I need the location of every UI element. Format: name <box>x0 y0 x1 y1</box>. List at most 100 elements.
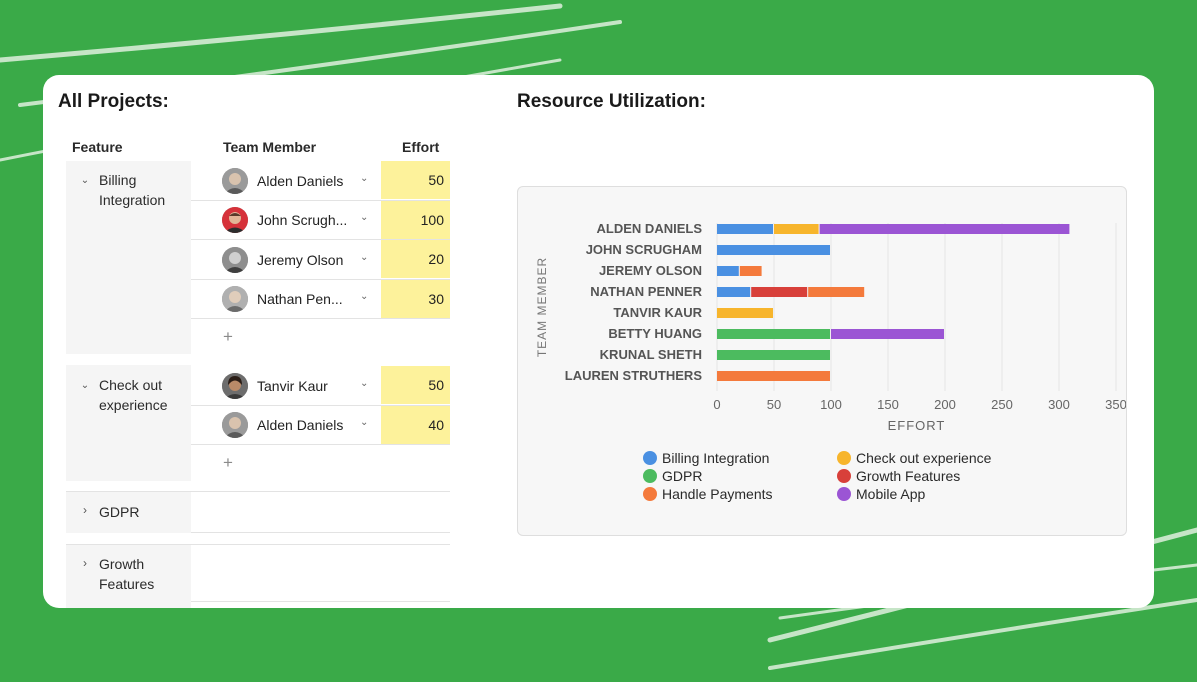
bar-segment <box>717 266 739 276</box>
team-member-select[interactable]: John Scrugh... ⌄ <box>222 207 372 233</box>
legend-dot <box>837 487 851 501</box>
chevron-down-icon: ⌄ <box>360 173 369 184</box>
legend-label: GDPR <box>662 468 702 484</box>
row-divider <box>191 444 450 445</box>
resource-utilization-chart: 0 50 100 150 200 250 300 350 EFFORT TEAM MEMBER AL… <box>517 186 1127 536</box>
x-tick-label: 50 <box>767 397 781 412</box>
legend-dot <box>837 451 851 465</box>
feature-billing-integration[interactable]: Billing Integration <box>99 172 166 208</box>
y-tick-label: BETTY HUANG <box>608 326 702 341</box>
bar-segment <box>717 287 751 297</box>
bar-segment <box>717 245 830 255</box>
x-axis-label: EFFORT <box>888 418 946 433</box>
team-member-select[interactable]: Alden Daniels ⌄ <box>222 168 372 194</box>
row-divider <box>191 239 450 240</box>
dashboard-card: All Projects: Feature Team Member Effort… <box>43 75 1154 608</box>
group-growth-feature-cell <box>66 545 191 608</box>
projects-title: All Projects: <box>58 91 169 112</box>
avatar-alden <box>222 412 248 438</box>
chevron-down-icon: ⌄ <box>360 378 369 389</box>
bar-segment <box>751 287 808 297</box>
team-member-name: Alden Daniels <box>257 173 344 189</box>
effort-cell[interactable]: 20 <box>381 240 450 278</box>
team-member-select[interactable]: Alden Daniels ⌄ <box>222 412 372 438</box>
y-tick-label: LAUREN STRUTHERS <box>565 368 703 383</box>
effort-cell[interactable]: 40 <box>381 406 450 444</box>
effort-cell[interactable]: 50 <box>381 161 450 199</box>
add-member-button[interactable]: + <box>223 327 233 346</box>
bar-segment <box>819 224 1070 234</box>
y-tick-label: ALDEN DANIELS <box>597 221 703 236</box>
collapse-chevron-icon[interactable]: ⌄ <box>80 175 90 186</box>
y-tick-label: JOHN SCRUGHAM <box>586 242 702 257</box>
x-tick-label: 100 <box>820 397 842 412</box>
team-member-select[interactable]: Jeremy Olson ⌄ <box>222 247 372 273</box>
column-header-feature: Feature <box>72 139 123 155</box>
team-member-name: Jeremy Olson <box>257 252 344 268</box>
add-member-button[interactable]: + <box>223 453 233 472</box>
expand-chevron-icon[interactable]: › <box>83 503 87 517</box>
row-divider <box>191 200 450 201</box>
group-divider <box>66 544 450 545</box>
team-member-name: John Scrugh... <box>257 212 348 228</box>
collapse-chevron-icon[interactable]: ⌄ <box>80 380 90 391</box>
effort-cell[interactable]: 50 <box>381 366 450 404</box>
chevron-down-icon: ⌄ <box>360 291 369 302</box>
y-tick-label: NATHAN PENNER <box>590 284 702 299</box>
y-tick-label: TANVIR KAUR <box>613 305 702 320</box>
team-member-select[interactable]: Nathan Pen... ⌄ <box>222 286 372 312</box>
group-divider <box>66 491 450 492</box>
team-member-name: Tanvir Kaur <box>257 378 328 394</box>
team-member-name: Alden Daniels <box>257 417 344 433</box>
row-divider <box>191 318 450 319</box>
group-gdpr-feature-cell <box>66 492 191 533</box>
team-member-name: Nathan Pen... <box>257 291 343 307</box>
group-billing-feature-cell <box>66 161 191 354</box>
bar-segment <box>774 224 819 234</box>
avatar-jeremy <box>222 247 248 273</box>
legend-label: Check out experience <box>856 450 992 466</box>
legend-dot <box>643 469 657 483</box>
chevron-down-icon: ⌄ <box>360 212 369 223</box>
legend-dot <box>643 451 657 465</box>
feature-check-out-experience[interactable]: Check out experience <box>99 377 168 413</box>
chart-title: Resource Utilization: <box>517 91 706 112</box>
bar-segment <box>808 287 865 297</box>
legend-label: Billing Integration <box>662 450 769 466</box>
x-tick-label: 350 <box>1105 397 1126 412</box>
row-divider <box>191 601 450 602</box>
avatar-tanvir <box>222 373 248 399</box>
bar-segment <box>717 224 773 234</box>
bar-segment <box>717 371 830 381</box>
row-divider <box>191 279 450 280</box>
feature-growth-features[interactable]: Growth Features <box>99 556 155 592</box>
y-axis-label: TEAM MEMBER <box>535 257 549 357</box>
x-tick-label: 200 <box>934 397 956 412</box>
team-member-select[interactable]: Tanvir Kaur ⌄ <box>222 373 372 399</box>
legend-dot <box>643 487 657 501</box>
chevron-down-icon: ⌄ <box>360 252 369 263</box>
bar-segment <box>717 329 830 339</box>
legend-label: Mobile App <box>856 486 925 502</box>
column-header-team-member: Team Member <box>223 139 317 155</box>
effort-cell[interactable]: 30 <box>381 280 450 318</box>
bar-segment <box>717 350 830 360</box>
avatar-john <box>222 207 248 233</box>
group-checkout-feature-cell <box>66 365 191 481</box>
bar-segment <box>739 266 762 276</box>
y-tick-label: JEREMY OLSON <box>599 263 702 278</box>
column-header-effort: Effort <box>402 139 440 155</box>
x-tick-label: 150 <box>877 397 899 412</box>
legend-dot <box>837 469 851 483</box>
avatar-nathan <box>222 286 248 312</box>
row-divider <box>191 532 450 533</box>
row-divider <box>191 405 450 406</box>
effort-cell[interactable]: 100 <box>381 201 450 239</box>
legend-label: Handle Payments <box>662 486 773 502</box>
chart-svg: 0 50 100 150 200 250 300 350 EFFORT TEAM MEMBER AL… <box>535 221 1126 502</box>
x-tick-label: 250 <box>991 397 1013 412</box>
x-tick-label: 0 <box>713 397 720 412</box>
feature-gdpr[interactable]: GDPR <box>99 504 140 520</box>
x-tick-label: 300 <box>1048 397 1070 412</box>
expand-chevron-icon[interactable]: › <box>83 556 87 570</box>
